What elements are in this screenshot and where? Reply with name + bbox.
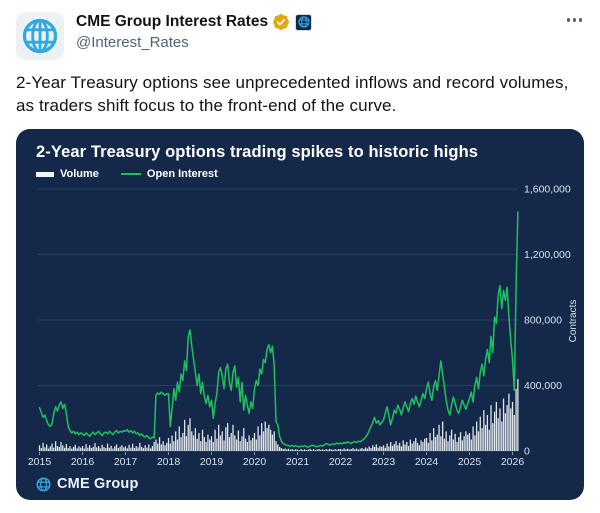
- chart-plot: 2015 2016 2017 2018 2019 2020 2021 2022 2023 2024…: [28, 184, 579, 469]
- svg-text:2018: 2018: [157, 456, 181, 468]
- svg-text:0: 0: [524, 446, 530, 458]
- tweet-header: CME Group Interest Rates: [16, 12, 584, 60]
- avatar[interactable]: [16, 12, 64, 60]
- svg-text:2021: 2021: [286, 456, 310, 468]
- svg-text:2026: 2026: [501, 456, 525, 468]
- svg-text:2022: 2022: [329, 456, 353, 468]
- svg-text:1,600,000: 1,600,000: [524, 184, 571, 196]
- tweet: CME Group Interest Rates: [16, 12, 584, 500]
- svg-text:1,200,000: 1,200,000: [524, 249, 571, 261]
- open-interest-swatch: [120, 173, 141, 175]
- svg-text:2024: 2024: [415, 456, 439, 468]
- author-name[interactable]: CME Group Interest Rates: [76, 13, 269, 30]
- chart-watermark: CME Group: [36, 476, 139, 492]
- author-handle[interactable]: @Interest_Rates: [76, 34, 189, 51]
- tweet-text: 2-Year Treasury options see unprecedente…: [16, 73, 569, 115]
- open-interest-label: Open Interest: [146, 168, 218, 180]
- gold-verified-icon[interactable]: [272, 13, 290, 31]
- svg-text:2023: 2023: [372, 456, 396, 468]
- author-block: CME Group Interest Rates: [76, 12, 565, 52]
- svg-text:2025: 2025: [458, 456, 482, 468]
- volume-swatch: [36, 171, 54, 177]
- chart-legend: Volume Open Interest: [16, 163, 584, 180]
- svg-text:2016: 2016: [71, 456, 95, 468]
- volume-label: Volume: [60, 168, 99, 180]
- cme-globe-logo-icon: [20, 16, 60, 56]
- affiliate-badge-icon[interactable]: [295, 13, 313, 31]
- more-options-icon[interactable]: [565, 12, 585, 28]
- chart-image[interactable]: 2-Year Treasury options trading spikes t…: [16, 129, 584, 500]
- svg-text:800,000: 800,000: [524, 315, 562, 327]
- svg-text:Contracts: Contracts: [568, 300, 579, 343]
- cme-globe-small-icon: [36, 477, 51, 492]
- legend-item-open-interest: Open Interest: [120, 168, 218, 180]
- svg-text:400,000: 400,000: [524, 380, 562, 392]
- svg-text:2019: 2019: [200, 456, 224, 468]
- legend-item-volume: Volume: [36, 168, 99, 180]
- svg-text:2017: 2017: [114, 456, 138, 468]
- watermark-text: CME Group: [57, 476, 139, 492]
- chart-title: 2-Year Treasury options trading spikes t…: [36, 143, 479, 161]
- svg-text:2020: 2020: [243, 456, 267, 468]
- svg-text:2015: 2015: [28, 456, 52, 468]
